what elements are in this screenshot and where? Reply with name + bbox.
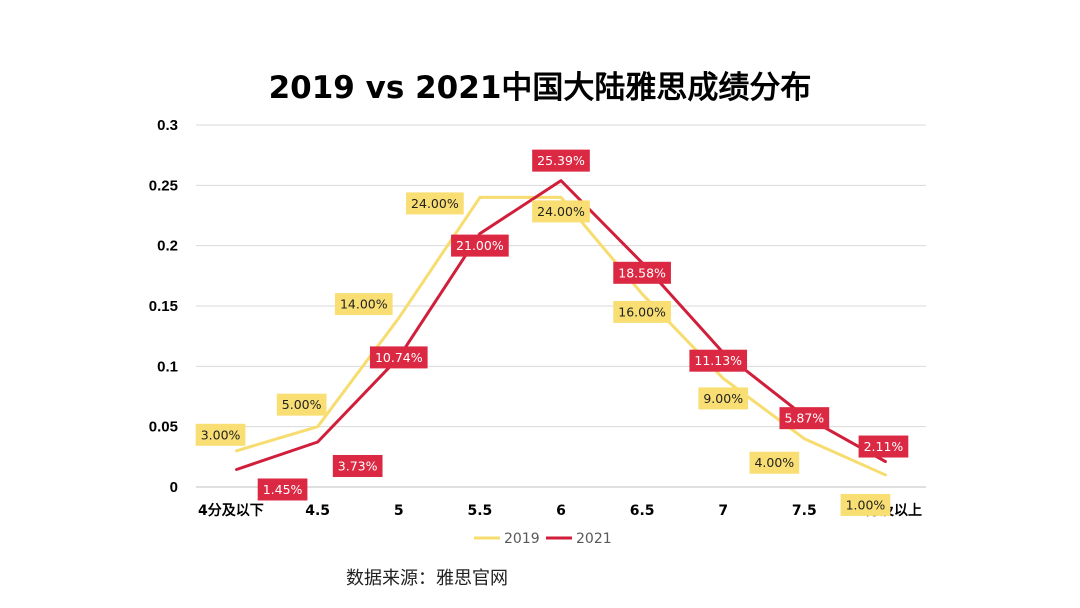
data-label-2021: 1.45%: [257, 478, 308, 501]
data-label-2019: 9.00%: [698, 387, 749, 410]
svg-text:11.13%: 11.13%: [694, 353, 742, 368]
y-tick-label: 0.2: [157, 238, 178, 255]
svg-text:3.73%: 3.73%: [338, 458, 378, 473]
legend-label: 2019: [504, 531, 540, 547]
x-tick-label: 7.5: [792, 503, 817, 519]
series-line-2021: [235, 179, 887, 472]
svg-text:5.00%: 5.00%: [282, 397, 322, 412]
svg-text:2.11%: 2.11%: [864, 439, 904, 454]
data-label-2021: 25.39%: [532, 149, 590, 172]
svg-text:3.00%: 3.00%: [201, 427, 241, 442]
data-label-2021: 3.73%: [332, 454, 383, 477]
x-tick-label: 7: [718, 503, 728, 519]
series-line-2019: [235, 195, 887, 477]
data-labels: 3.00% 5.00% 14.00% 24.00% 24.00% 16.00% 9.00% 4…: [195, 149, 909, 516]
svg-text:4.00%: 4.00%: [754, 455, 794, 470]
svg-text:18.58%: 18.58%: [618, 265, 666, 280]
data-label-2019: 16.00%: [613, 300, 671, 323]
y-tick-label: 0.15: [149, 298, 178, 315]
series-lines: [235, 179, 887, 477]
svg-text:24.00%: 24.00%: [537, 204, 585, 219]
svg-text:16.00%: 16.00%: [618, 304, 666, 319]
data-label-2019: 24.00%: [532, 200, 590, 223]
y-tick-label: 0.1: [157, 358, 178, 375]
data-label-2021: 18.58%: [613, 261, 671, 284]
data-label-2021: 11.13%: [689, 349, 748, 372]
chart-title: 2019 vs 2021中国大陆雅思成绩分布: [269, 70, 812, 106]
data-label-2019: 5.00%: [276, 393, 327, 416]
y-tick-label: 0.25: [149, 177, 178, 194]
x-tick-label: 6: [556, 503, 566, 519]
svg-text:10.74%: 10.74%: [375, 350, 423, 365]
svg-text:14.00%: 14.00%: [340, 297, 388, 312]
svg-text:9.00%: 9.00%: [703, 391, 743, 406]
source-note: 数据来源：雅思官网: [346, 568, 508, 589]
data-label-2019: 3.00%: [195, 423, 246, 446]
legend-label: 2021: [576, 531, 612, 547]
y-tick-label: 0.3: [157, 117, 178, 134]
data-label-2019: 24.00%: [406, 192, 464, 215]
data-label-2021: 5.87%: [779, 407, 830, 430]
x-tick-label: 4分及以下: [198, 503, 264, 519]
svg-text:1.00%: 1.00%: [846, 497, 886, 512]
y-tick-label: 0: [170, 479, 178, 496]
data-label-2019: 4.00%: [749, 451, 800, 474]
data-label-2021: 10.74%: [369, 346, 428, 369]
y-axis: 0 0.05 0.1 0.15 0.2 0.25 0.3: [149, 117, 178, 496]
y-tick-label: 0.05: [149, 419, 178, 436]
svg-text:21.00%: 21.00%: [456, 238, 504, 253]
svg-text:25.39%: 25.39%: [537, 153, 585, 168]
svg-text:1.45%: 1.45%: [263, 482, 303, 497]
data-label-2021: 21.00%: [451, 234, 509, 257]
data-label-2019: 14.00%: [334, 293, 393, 316]
svg-text:24.00%: 24.00%: [411, 196, 459, 211]
x-tick-label: 5.5: [467, 503, 492, 519]
svg-text:5.87%: 5.87%: [784, 411, 824, 426]
x-tick-label: 5: [394, 503, 404, 519]
legend: 2019 2021: [474, 531, 612, 547]
x-tick-label: 6.5: [630, 503, 655, 519]
x-tick-label: 4.5: [305, 503, 330, 519]
data-label-2019: 1.00%: [840, 493, 891, 516]
data-label-2021: 2.11%: [858, 435, 909, 458]
